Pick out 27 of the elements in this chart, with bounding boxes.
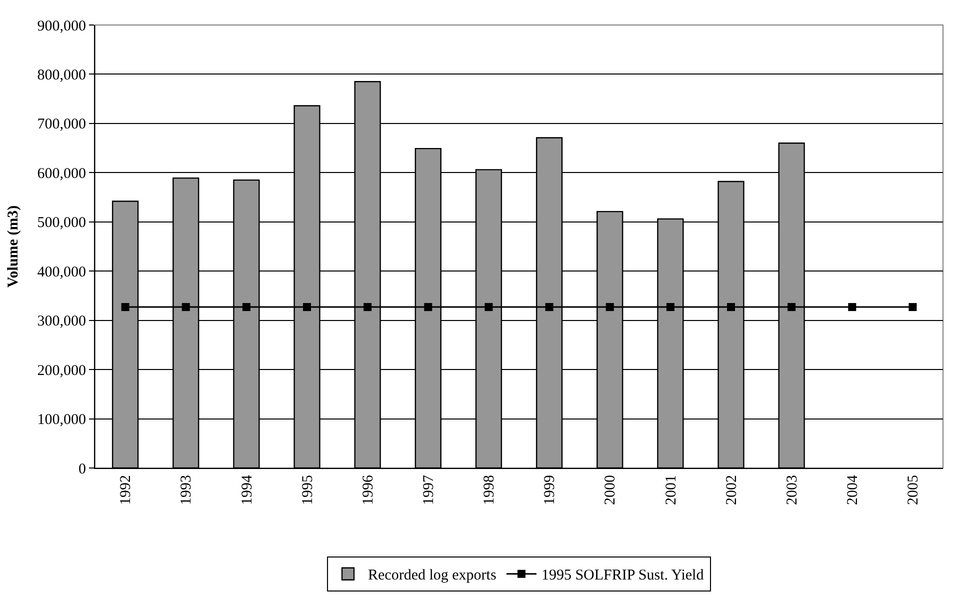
x-tick-label: 1999 [542,475,558,505]
y-tick-label: 100,000 [37,412,86,428]
x-tick-label: 2004 [845,474,862,505]
y-tick-label: 300,000 [37,314,86,330]
x-tick-label: 1998 [482,475,498,505]
y-tick-label: 400,000 [37,264,86,280]
y-tick-label: 800,000 [37,67,86,84]
y-tick-label: 0 [78,461,86,478]
x-tick-label: 1995 [300,475,316,505]
y-tick-label: 500,000 [37,215,86,232]
x-tick-label: 1992 [118,475,134,505]
x-tick-label: 1994 [239,474,256,505]
y-tick-label: 600,000 [37,166,86,182]
y-tick-label: 200,000 [37,362,86,379]
legend-label: 1995 SOLFRIP Sust. Yield [541,568,704,584]
x-tick-label: 2005 [906,475,922,505]
x-tick-label: 2002 [724,475,740,505]
y-axis-title: Volume (m3) [6,205,22,288]
y-tick-label: 900,000 [37,18,86,34]
x-tick-label: 2001 [663,475,680,505]
legend-label: Recorded log exports [368,568,496,584]
x-tick-label: 2003 [784,475,800,505]
x-tick-label: 1997 [421,474,438,505]
x-tick-label: 2000 [602,475,619,505]
x-tick-label: 1993 [178,475,195,505]
x-tick-label: 1996 [360,474,376,505]
y-tick-label: 700,000 [37,116,86,133]
